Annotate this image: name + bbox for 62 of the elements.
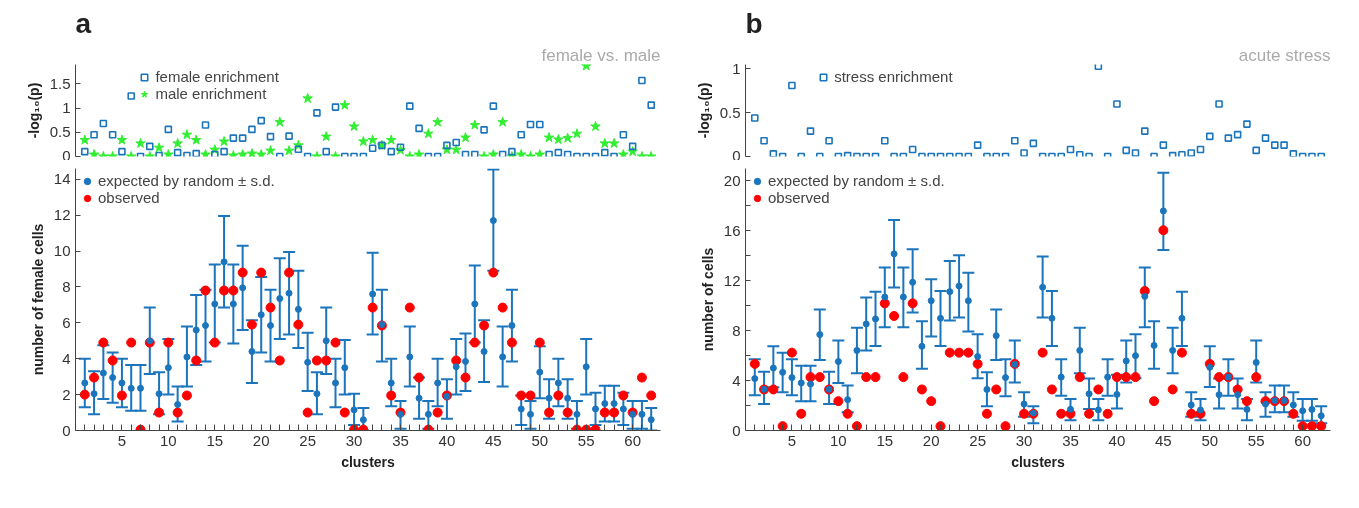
y-tick-label: 4: [62, 349, 71, 367]
x-tick-label: 60: [1294, 431, 1311, 449]
x-tick-label: 5: [787, 431, 797, 449]
legend-label: female enrichment: [155, 68, 279, 85]
x-tick-label: 50: [1201, 431, 1219, 449]
x-tick-label: 25: [969, 431, 986, 449]
y-tick-label: 6: [62, 313, 71, 331]
y-tick-label: 1: [732, 59, 741, 77]
x-tick-label: 25: [299, 431, 316, 449]
y-tick-label: 10: [53, 242, 71, 260]
chart-title: a: [75, 7, 92, 39]
y-tick-label: 0: [62, 146, 71, 164]
legend-label: observed: [98, 189, 160, 206]
x-tick-label: 20: [922, 431, 940, 449]
y-tick-label: 0: [732, 146, 741, 164]
y-axis-title: number of cells: [699, 247, 716, 352]
x-tick-label: 55: [1247, 431, 1265, 449]
y-tick-label: 16: [723, 221, 741, 239]
x-tick-label: 15: [206, 431, 224, 449]
x-tick-label: 55: [577, 431, 595, 449]
legend-label: expected by random ± s.d.: [768, 172, 945, 189]
y-axis-title: -log₁₀(p): [25, 82, 42, 139]
x-tick-label: 10: [160, 431, 177, 449]
y-tick-label: 2: [62, 385, 71, 403]
x-tick-label: 50: [531, 431, 549, 449]
y-axis-title: number of female cells: [29, 223, 46, 376]
y-tick-label: 1.5: [49, 74, 71, 92]
x-tick-label: 40: [438, 431, 456, 449]
y-axis-title: -log₁₀(p): [695, 82, 712, 139]
y-tick-label: 0: [732, 421, 741, 439]
x-tick-label: 30: [345, 431, 363, 449]
annotation: acute stress: [1238, 45, 1331, 65]
x-tick-label: 45: [1155, 431, 1172, 449]
x-tick-label: 20: [252, 431, 270, 449]
x-tick-label: 5: [117, 431, 127, 449]
x-tick-label: 30: [1015, 431, 1033, 449]
y-tick-label: 0.5: [49, 123, 71, 141]
y-tick-label: 4: [732, 371, 741, 389]
legend-label: observed: [768, 189, 830, 206]
x-tick-label: 35: [1062, 431, 1079, 449]
y-tick-label: 0.5: [719, 103, 741, 121]
legend-label: stress enrichment: [834, 68, 953, 85]
legend-label: male enrichment: [155, 85, 267, 102]
y-tick-label: 14: [53, 170, 71, 188]
annotation: female vs. male: [541, 45, 661, 65]
x-tick-label: 15: [876, 431, 894, 449]
y-tick-label: 0: [62, 421, 71, 439]
x-tick-label: 35: [392, 431, 409, 449]
x-tick-label: 40: [1108, 431, 1126, 449]
y-tick-label: 12: [723, 271, 741, 289]
x-tick-label: 10: [830, 431, 847, 449]
x-tick-label: 45: [485, 431, 502, 449]
y-tick-label: 8: [732, 321, 741, 339]
legend-label: expected by random ± s.d.: [98, 172, 275, 189]
y-tick-label: 20: [723, 171, 741, 189]
x-axis-title: clusters: [1011, 453, 1066, 470]
y-tick-label: 8: [62, 277, 71, 295]
y-tick-label: 1: [62, 99, 71, 117]
y-tick-label: 12: [53, 206, 71, 224]
x-axis-title: clusters: [341, 453, 396, 470]
x-tick-label: 60: [624, 431, 641, 449]
chart-title: b: [745, 7, 763, 39]
